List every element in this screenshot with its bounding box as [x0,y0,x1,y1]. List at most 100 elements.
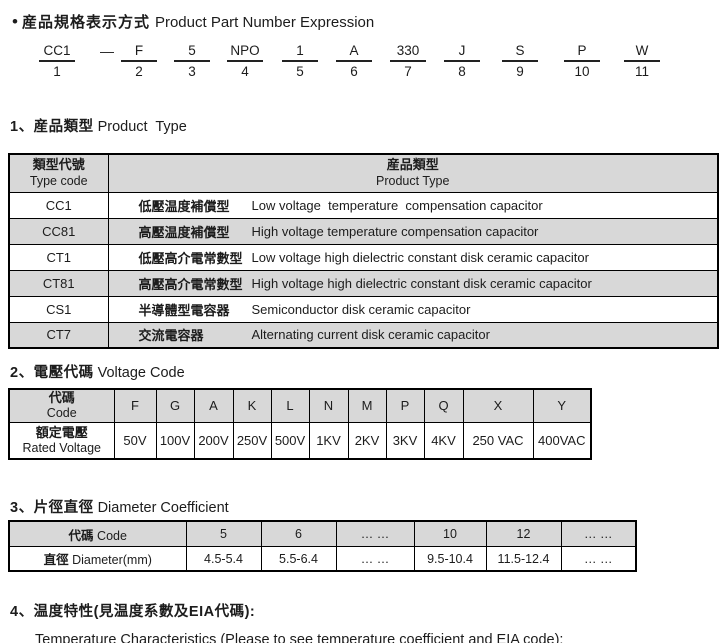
part-number-code: F [121,43,157,62]
section1-heading-en: Product Type [97,119,187,135]
type-desc-en: Alternating current disk ceramic capacit… [251,327,490,343]
type-code-cell: CT81 [8,269,109,297]
part-number-position: 10 [574,64,590,79]
part-number-expression: CC1 1 — F 2 5 3 NPO 4 1 5 A 6 330 7 J [0,40,727,84]
part-number-segment-6: A 6 [332,42,376,79]
type-desc-cell: 半導體型電容器 Semiconductor disk ceramic capac… [107,295,719,323]
type-desc-en: High voltage temperature compensation ca… [251,223,539,239]
part-number-segment-1: CC1 1 [35,42,79,79]
type-desc-zh: 交流電容器 [138,328,204,344]
type-desc-cell: 高壓温度補償型 High voltage temperature compens… [107,217,719,245]
voltage-value-cell: 100V [155,421,195,460]
part-number-position: 8 [458,64,466,79]
bullet-icon: • [12,12,18,31]
type-desc-cell: 高壓高介電常數型 High voltage high dielectric co… [107,269,719,297]
type-code-cell: CS1 [8,295,109,323]
header-type-zh: 産品類型 [386,157,439,173]
part-number-code: W [624,43,660,62]
part-number-code: J [444,43,480,62]
part-number-code: A [336,43,372,62]
type-desc-zh: 高壓温度補償型 [138,224,230,240]
diameter-value-label: 直徑 Diameter(mm) [8,545,187,572]
voltage-code-table: 代碼 Code F G A K L N M P Q X Y 額定電壓 Rated… [8,388,592,461]
diameter-value-label-zh: 直徑 [43,553,69,568]
part-number-segment-10: P 10 [560,42,604,79]
page-title-en: Product Part Number Expression [154,14,375,31]
type-code-cell: CC81 [8,217,109,245]
diameter-code-cell: … … [560,520,637,547]
product-type-table: 類型代號 Type code 産品類型 Product Type CC1 低壓温… [8,153,719,349]
type-desc-en: Low voltage temperature compensation cap… [251,197,543,213]
voltage-value-cell: 250V [232,421,272,460]
voltage-value-cell: 4KV [423,421,464,460]
part-number-code: 330 [390,43,426,62]
voltage-value-cell: 500V [270,421,310,460]
type-desc-en: Low voltage high dielectric constant dis… [251,249,589,265]
part-number-segment-3: 5 3 [170,42,214,79]
voltage-code-cell: M [347,388,387,423]
voltage-label-en: Code [46,406,77,421]
section4-english-line: Temperature Characteristics (Please to s… [35,632,564,643]
page-title: • 産品規格表示方式 Product Part Number Expression [12,11,727,32]
header-code-en: Type code [29,173,88,188]
voltage-code-cell: N [308,388,349,423]
diameter-code-label-en: Code [97,528,127,543]
section1-heading-zh: 1、産品類型 [10,119,94,135]
rated-voltage-label: 額定電壓 Rated Voltage [8,421,115,460]
part-number-position: 1 [53,64,61,79]
voltage-code-cell: P [385,388,425,423]
section4-heading: 4、温度特性(見温度系數及EIA代碼): [10,600,727,621]
part-number-code: 5 [174,43,210,62]
voltage-code-cell: A [193,388,234,423]
part-number-segment-4: NPO 4 [223,42,267,79]
part-number-position: 5 [296,64,304,79]
diameter-code-cell: … … [335,520,415,547]
diameter-value-cell: 9.5-10.4 [413,545,487,572]
header-code-zh: 類型代號 [32,157,85,173]
section3-heading: 3、片徑直徑 Diameter Coefficient [10,496,727,517]
diameter-value-cell: 5.5-6.4 [260,545,337,572]
type-desc-zh: 低壓温度補償型 [138,198,230,214]
part-number-segment-8: J 8 [440,42,484,79]
diameter-value-cell: … … [335,545,415,572]
voltage-value-cell: 2KV [347,421,387,460]
diameter-code-cell: 5 [185,520,262,547]
rated-voltage-label-zh: 額定電壓 [35,424,88,440]
type-code-cell: CT7 [8,321,109,349]
part-number-position: 3 [188,64,196,79]
part-number-separator-dash: — [100,43,114,59]
diameter-value-cell: 11.5-12.4 [485,545,562,572]
part-number-code: 1 [282,43,318,62]
section2-heading-zh: 2、電壓代碼 [10,365,94,381]
type-desc-en: High voltage high dielectric constant di… [251,275,592,291]
part-number-position: 2 [135,64,143,79]
part-number-segment-5: 1 5 [278,42,322,79]
voltage-code-cell: Y [532,388,592,423]
part-number-position: 7 [404,64,412,79]
type-desc-zh: 高壓高介電常數型 [138,276,243,292]
part-number-segment-9: S 9 [498,42,542,79]
voltage-value-cell: 50V [113,421,157,460]
diameter-value-label-en: Diameter(mm) [72,553,152,568]
section3-heading-en: Diameter Coefficient [97,500,229,517]
diameter-code-label-zh: 代碼 [68,528,94,543]
product-type-table-header-type: 産品類型 Product Type [107,153,719,193]
part-number-segment-11: W 11 [620,42,664,79]
rated-voltage-label-en: Rated Voltage [22,440,102,455]
header-type-en: Product Type [376,173,450,188]
part-number-code: NPO [227,43,263,62]
type-desc-en: Semiconductor disk ceramic capacitor [251,301,471,317]
type-desc-cell: 交流電容器 Alternating current disk ceramic c… [107,321,719,349]
part-number-position: 9 [516,64,524,79]
type-desc-cell: 低壓高介電常數型 Low voltage high dielectric con… [107,243,719,271]
part-number-position: 11 [634,64,649,79]
diameter-value-cell: … … [560,545,637,572]
voltage-code-cell: X [462,388,534,423]
section3-heading-zh: 3、片徑直徑 [10,500,94,517]
type-desc-cell: 低壓温度補償型 Low voltage temperature compensa… [107,191,719,219]
product-type-table-header-code: 類型代號 Type code [8,153,109,193]
type-desc-zh: 半導體型電容器 [138,302,230,318]
part-number-position: 4 [241,64,249,79]
voltage-code-cell: Q [423,388,464,423]
type-code-cell: CT1 [8,243,109,271]
